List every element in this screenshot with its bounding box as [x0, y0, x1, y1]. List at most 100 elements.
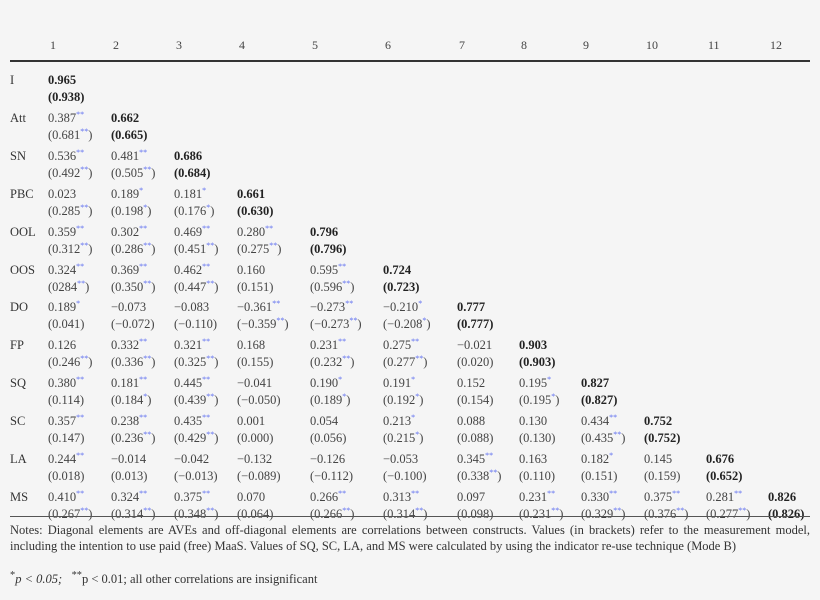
correlation-cell: −0.273** (−0.273**): [310, 299, 362, 333]
structural-value: 0.238**: [111, 412, 148, 429]
structural-value: 0.676: [706, 452, 735, 466]
structural-value: 0.070: [237, 489, 266, 504]
structural-value: 0.324**: [48, 261, 85, 277]
correlation-cell: 0.181* (0.176*): [174, 186, 214, 220]
significance-marker: *: [418, 299, 423, 309]
significance-marker: **: [143, 240, 152, 250]
measurement-value: (0.314**): [111, 505, 156, 521]
measurement-value: (0.827): [581, 393, 618, 408]
measurement-value: (0.110): [519, 469, 555, 483]
structural-value: 0.088: [457, 414, 486, 429]
significance-marker: **: [76, 109, 85, 119]
column-header-11: 11: [708, 38, 720, 52]
measurement-value: (−0.013): [174, 469, 218, 483]
diagonal-cell: 0.827 (0.827): [581, 375, 617, 409]
diagonal-cell: 0.965 (0.938): [48, 72, 84, 106]
significance-marker: **: [80, 164, 89, 174]
correlation-cell: 0.238** (0.236**): [111, 413, 155, 447]
structural-value: −0.021: [457, 338, 493, 353]
correlation-cell: 0.369** (0.350**): [111, 262, 155, 296]
measurement-value: (0.285**): [48, 202, 93, 218]
significance-marker: **: [547, 488, 556, 498]
correlation-cell: 0.359** (0.312**): [48, 224, 92, 258]
significance-marker: **: [143, 278, 152, 288]
structural-value: 0.302**: [111, 223, 148, 239]
row-label: OOS: [10, 262, 36, 277]
structural-value: 0.380**: [48, 375, 85, 391]
bottom-rule: [10, 516, 810, 517]
structural-value: 0.130: [519, 414, 548, 429]
structural-value: 0.375**: [174, 488, 211, 504]
structural-value: 0.190*: [310, 375, 343, 391]
correlation-cell: 0.330** (0.329**): [581, 489, 625, 523]
significance-marker: **: [139, 147, 148, 157]
correlation-cell: 0.130 (0.130): [519, 413, 555, 447]
significance-marker: *: [76, 299, 81, 309]
significance-marker: **: [143, 505, 152, 515]
correlation-cell: 0.435** (0.429**): [174, 413, 218, 447]
measurement-value: (0.246**): [48, 354, 93, 370]
significance-marker: **: [139, 337, 148, 347]
column-header-7: 7: [459, 38, 465, 52]
structural-value: 0.536**: [48, 147, 85, 163]
correlation-cell: 0.023 (0.285**): [48, 186, 92, 220]
significance-marker: **: [80, 202, 89, 212]
significance-marker: **: [411, 488, 420, 498]
significance-marker: **: [76, 147, 85, 157]
significance-marker: **: [76, 261, 85, 271]
significance-marker: **: [411, 337, 420, 347]
structural-value: −0.041: [237, 376, 273, 391]
measurement-value: (0.151): [581, 469, 618, 483]
significance-marker: **: [76, 450, 85, 460]
significance-marker: **: [345, 299, 354, 309]
measurement-value: (0.451**): [174, 240, 219, 256]
correlation-cell: 0.410** (0.267**): [48, 489, 92, 523]
measurement-value: (0.013): [111, 469, 148, 483]
significance-marker: **: [202, 375, 211, 385]
measurement-value: (0.325**): [174, 354, 219, 370]
measurement-value: (0.236**): [111, 429, 156, 446]
measurement-value: (0.376**): [644, 505, 689, 521]
measurement-value: (0.350**): [111, 278, 156, 294]
measurement-value: (0.232**): [310, 354, 355, 370]
correlation-cell: 0.145 (0.159): [644, 451, 680, 485]
structural-value: 0.661: [237, 186, 266, 201]
structural-value: 0.266**: [310, 488, 347, 504]
structural-value: 0.213*: [383, 412, 416, 429]
measurement-value: (0.314**): [383, 505, 428, 521]
significance-marker: *: [422, 316, 427, 326]
significance-marker: *: [206, 202, 211, 212]
significance-marker: **: [76, 412, 85, 422]
measurement-value: (0.447**): [174, 278, 219, 294]
structural-value: −0.083: [174, 300, 210, 315]
column-header-6: 6: [385, 38, 391, 52]
measurement-value: (0.435**): [581, 429, 626, 446]
structural-value: 0.189*: [48, 299, 81, 315]
structural-value: −0.361**: [237, 299, 281, 315]
measurement-value: (−0.273**): [310, 316, 362, 332]
correlation-cell: 0.195* (0.195*): [519, 375, 559, 409]
correlation-cell: 0.375** (0.376**): [644, 489, 688, 523]
measurement-value: (0.176*): [174, 202, 215, 218]
measurement-value: (−0.112): [310, 469, 354, 483]
structural-value: 0.244**: [48, 450, 85, 466]
structural-value: 0.387**: [48, 109, 85, 125]
structural-value: 0.152: [457, 376, 486, 391]
correlation-cell: 0.088 (0.088): [457, 413, 493, 447]
significance-marker: *: [551, 392, 556, 402]
significance-marker: **: [415, 354, 424, 364]
measurement-value: (−0.110): [174, 317, 218, 332]
structural-value: 0.777: [457, 300, 486, 315]
measurement-value: (0.505**): [111, 164, 156, 180]
significance-marker: *: [342, 392, 347, 402]
structural-value: 0.462**: [174, 261, 211, 277]
structural-value: 0.168: [237, 338, 266, 353]
significance-marker: *: [415, 429, 420, 439]
structural-value: −0.126: [310, 452, 346, 466]
significance-marker: **: [139, 412, 148, 422]
significance-marker: *: [415, 392, 420, 402]
measurement-value: (−0.072): [111, 317, 155, 332]
measurement-value: (0.189*): [310, 392, 351, 408]
correlation-cell: 0.434** (0.435**): [581, 413, 625, 447]
structural-value: 0.686: [174, 148, 203, 163]
